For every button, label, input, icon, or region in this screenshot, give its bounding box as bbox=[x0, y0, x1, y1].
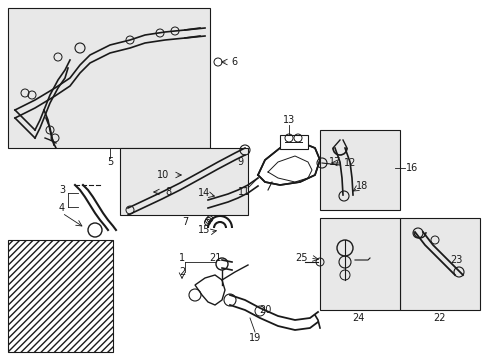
Text: 25: 25 bbox=[295, 253, 307, 263]
Text: 15: 15 bbox=[198, 225, 210, 235]
Text: 2: 2 bbox=[179, 267, 185, 277]
Text: 24: 24 bbox=[351, 313, 364, 323]
Text: 11: 11 bbox=[237, 187, 250, 197]
Text: 10: 10 bbox=[157, 170, 169, 180]
Text: 12: 12 bbox=[343, 158, 355, 168]
Text: 5: 5 bbox=[107, 157, 113, 167]
Bar bbox=[280, 135, 307, 149]
Bar bbox=[319, 130, 399, 210]
Text: 13: 13 bbox=[282, 115, 295, 125]
Text: 1: 1 bbox=[179, 253, 184, 263]
Text: 3: 3 bbox=[59, 185, 65, 195]
Bar bbox=[399, 218, 479, 310]
Text: 22: 22 bbox=[433, 313, 446, 323]
Text: 9: 9 bbox=[237, 157, 243, 167]
Text: 4: 4 bbox=[59, 203, 65, 213]
Text: 21: 21 bbox=[208, 253, 221, 263]
Bar bbox=[8, 240, 113, 352]
Bar bbox=[8, 8, 209, 148]
Text: 20: 20 bbox=[258, 305, 271, 315]
Text: 14: 14 bbox=[198, 188, 210, 198]
Text: 17: 17 bbox=[328, 157, 341, 167]
Bar bbox=[120, 148, 247, 215]
Text: 6: 6 bbox=[230, 57, 237, 67]
Text: 23: 23 bbox=[449, 255, 461, 265]
Text: 16: 16 bbox=[405, 163, 417, 173]
Text: 19: 19 bbox=[248, 333, 261, 343]
Bar bbox=[319, 218, 399, 310]
Text: 8: 8 bbox=[164, 187, 171, 197]
Text: 7: 7 bbox=[182, 217, 188, 227]
Text: 18: 18 bbox=[355, 181, 367, 191]
